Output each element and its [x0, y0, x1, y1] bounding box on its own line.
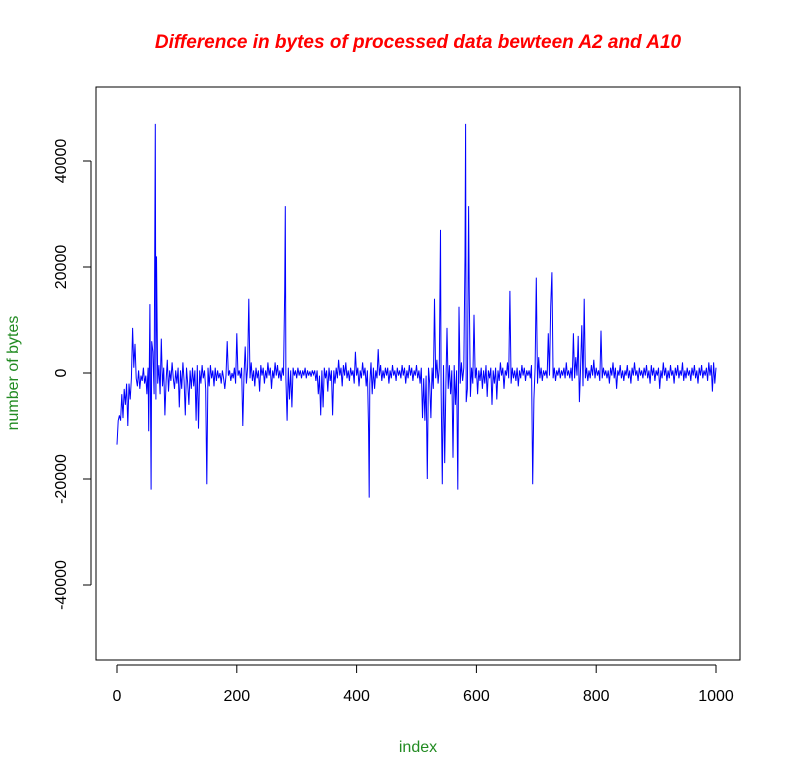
- y-tick-label: -20000: [53, 454, 70, 504]
- x-tick-label: 400: [343, 688, 370, 705]
- y-tick-label: 40000: [53, 139, 70, 184]
- x-tick-label: 800: [583, 688, 610, 705]
- y-tick-label: -40000: [53, 560, 70, 610]
- series-layer: [116, 123, 717, 498]
- chart-title: Difference in bytes of processed data be…: [155, 32, 682, 53]
- x-tick-label: 0: [113, 688, 122, 705]
- x-axis: 0 200 400 600 800 1000: [113, 664, 734, 705]
- y-axis-label: number of bytes: [5, 316, 22, 431]
- x-tick-label: 600: [463, 688, 490, 705]
- x-tick-label: 200: [223, 688, 250, 705]
- x-axis-label: index: [399, 739, 437, 756]
- y-tick-label: 0: [53, 368, 70, 377]
- x-tick-label: 1000: [698, 688, 734, 705]
- y-axis: -40000 -20000 0 20000 40000: [53, 139, 92, 610]
- plot-frame: [95, 86, 741, 661]
- series-line-0: [116, 123, 717, 498]
- y-tick-label: 20000: [53, 245, 70, 290]
